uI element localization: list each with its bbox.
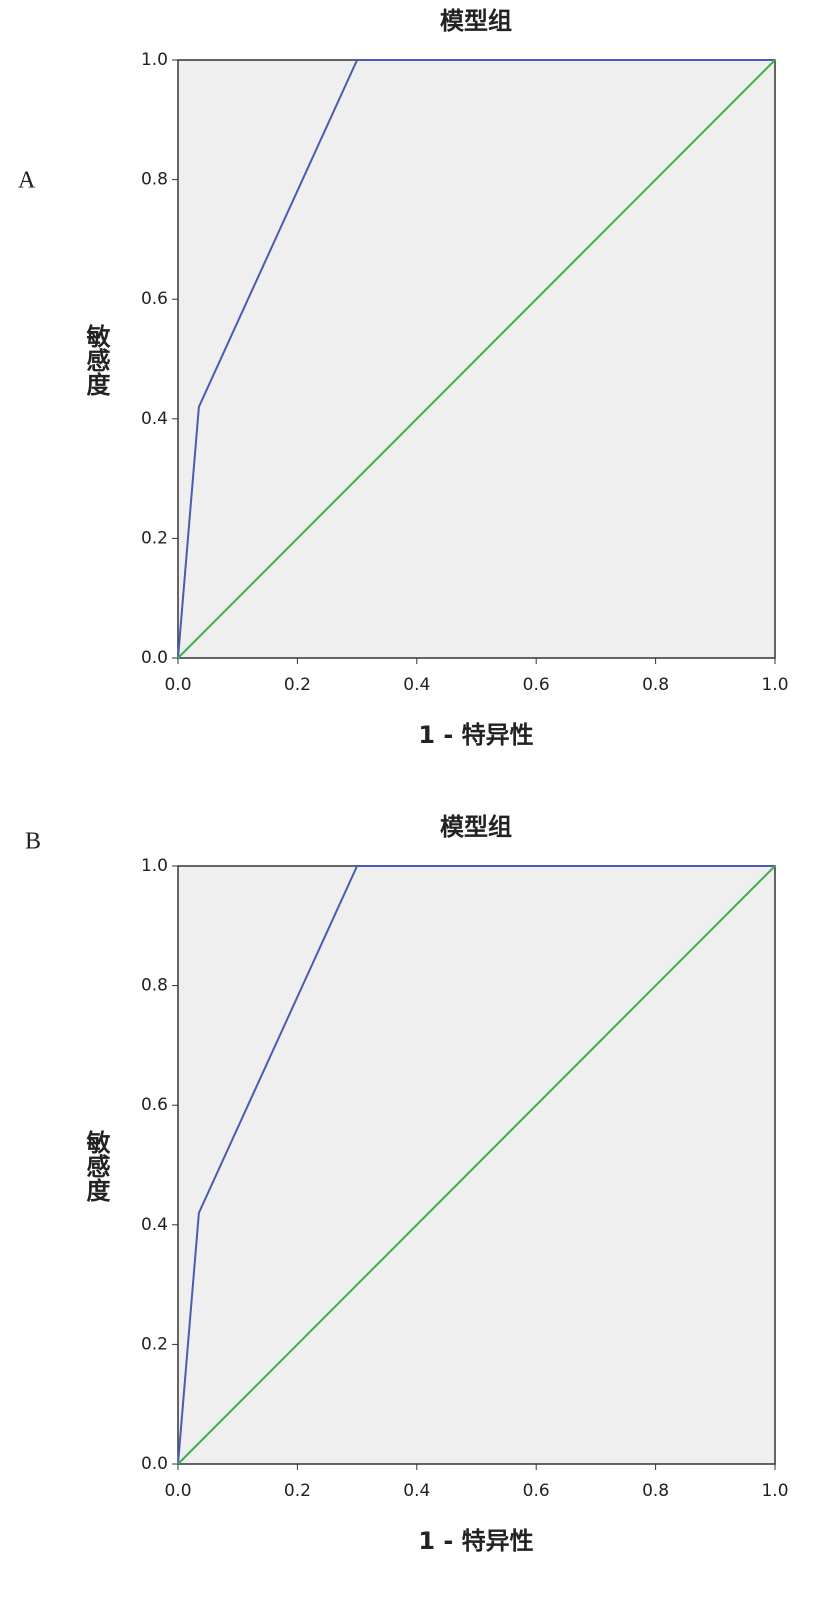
y-tick-label: 0.6 — [141, 289, 168, 309]
y-tick-label: 0.2 — [141, 528, 168, 548]
panel-label: A — [18, 168, 36, 194]
y-tick-label: 1.0 — [141, 50, 168, 70]
x-tick-label: 0.4 — [403, 1481, 430, 1501]
y-tick-label: 0.0 — [141, 648, 168, 668]
y-axis-label: 敏感度 — [82, 324, 111, 397]
y-tick-label: 0.4 — [141, 1215, 168, 1235]
y-tick-label: 0.4 — [141, 409, 168, 429]
roc-line — [177, 59, 776, 659]
y-tick-label: 0.8 — [141, 976, 168, 996]
roc-line — [177, 865, 775, 1465]
x-tick-label: 0.8 — [642, 675, 669, 695]
x-axis-label: 1 - 特异性 — [418, 1527, 533, 1555]
x-tick-label: 1.0 — [761, 1481, 788, 1501]
chart-title: 模型组 — [440, 7, 512, 35]
roc-line — [177, 59, 775, 659]
x-tick-label: 0.6 — [523, 1481, 550, 1501]
y-tick-label: 0.8 — [141, 170, 168, 190]
x-tick-label: 0.4 — [403, 675, 430, 695]
y-tick-label: 0.6 — [141, 1095, 168, 1115]
x-tick-label: 0.2 — [284, 675, 311, 695]
y-tick-label: 0.2 — [141, 1334, 168, 1354]
x-tick-label: 0.8 — [642, 1481, 669, 1501]
y-axis-label: 敏感度 — [82, 1130, 111, 1203]
x-tick-label: 0.6 — [523, 675, 550, 695]
x-tick-label: 0.2 — [284, 1481, 311, 1501]
chart-title: 模型组 — [440, 813, 512, 841]
y-tick-label: 1.0 — [141, 856, 168, 876]
x-tick-label: 0.0 — [164, 1481, 191, 1501]
x-tick-label: 0.0 — [164, 675, 191, 695]
y-tick-label: 0.0 — [141, 1454, 168, 1474]
panel-label: B — [25, 829, 41, 855]
x-tick-label: 1.0 — [761, 675, 788, 695]
x-axis-label: 1 - 特异性 — [418, 721, 533, 749]
roc-line — [177, 865, 776, 1465]
